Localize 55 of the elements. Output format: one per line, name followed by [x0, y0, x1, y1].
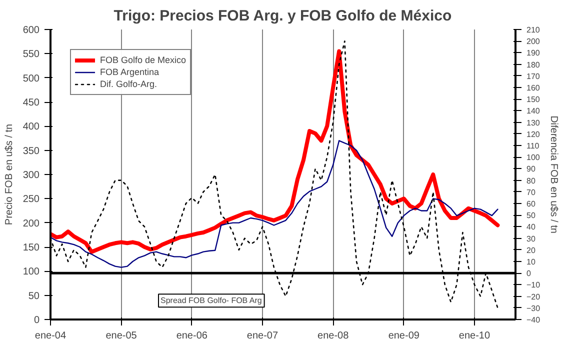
y2-tick-label: 10 [526, 258, 536, 266]
y-tick-label: 300 [22, 170, 40, 181]
y-tick-label: 400 [22, 122, 40, 133]
y2-tick-label: 200 [526, 37, 540, 46]
y2-tick-label: 70 [526, 188, 536, 197]
y2-tick-label: 0 [526, 269, 532, 278]
y-tick-label: 600 [22, 25, 40, 36]
y2-tick-label: 40 [526, 222, 536, 232]
y2-tick-label: 170 [526, 72, 540, 81]
y2-tick-label: 30 [526, 234, 536, 244]
y2-tick-label: −40 [526, 316, 541, 324]
y-tick-label: 350 [22, 146, 40, 157]
y2-tick-label: 90 [526, 164, 536, 174]
y2-tick-label: 150 [526, 95, 540, 104]
x-tick-label: ene-04 [34, 330, 67, 342]
x-tick-label: ene-07 [246, 330, 279, 342]
y2-tick-label: −20 [526, 292, 541, 302]
y-tick-label: 250 [22, 194, 40, 206]
y2-tick-label: 160 [526, 84, 540, 92]
y2-tick-label: 180 [526, 60, 540, 70]
y2-tick-label: 210 [526, 26, 540, 34]
y-tick-label: 50 [28, 290, 40, 302]
y-tick-label: 0 [34, 315, 40, 326]
y-tick-label: 550 [22, 49, 40, 60]
y-axis-title: Precio FOB en u$s / tn [4, 124, 15, 226]
line-series [50, 140, 498, 268]
chart-title: Trigo: Precios FOB Arg. y FOB Golfo de México [114, 8, 452, 24]
y2-tick-label: 130 [526, 118, 540, 128]
y2-tick-label: 140 [526, 106, 540, 116]
y2-tick-label: 20 [526, 246, 536, 255]
x-tick-label: ene-09 [388, 330, 420, 342]
legend-label: FOB Golfo de Mexico [100, 54, 186, 66]
y2-tick-label: 110 [526, 142, 540, 150]
x-tick-label: ene-06 [176, 330, 208, 342]
x-tick-label: ene-05 [106, 330, 138, 342]
x-tick-label: ene-08 [318, 330, 350, 342]
y2-tick-label: 80 [526, 176, 536, 186]
y-tick-label: 100 [22, 266, 40, 278]
y2-axis-title: Diferencia FOB en u$s / tn [548, 116, 560, 234]
y2-tick-label: −10 [526, 280, 541, 290]
y2-tick-label: 60 [526, 200, 536, 208]
y2-tick-label: 190 [526, 48, 540, 58]
y2-tick-label: 100 [526, 153, 540, 162]
y2-tick-label: 120 [526, 130, 540, 139]
line-series [50, 49, 500, 254]
y-tick-label: 500 [22, 73, 40, 84]
legend-label: FOB Argentina [100, 66, 160, 78]
y2-tick-label: −30 [526, 304, 541, 313]
ref-line-label: Spread FOB Golfo- FOB Arg [160, 296, 262, 306]
y-tick-label: 200 [22, 218, 40, 230]
x-tick-label: ene-10 [458, 330, 490, 342]
legend-label: Dif. Golfo-Arg. [100, 78, 158, 90]
y2-tick-label: 50 [526, 211, 536, 220]
y-tick-label: 450 [22, 98, 40, 108]
y-tick-label: 150 [22, 242, 40, 254]
